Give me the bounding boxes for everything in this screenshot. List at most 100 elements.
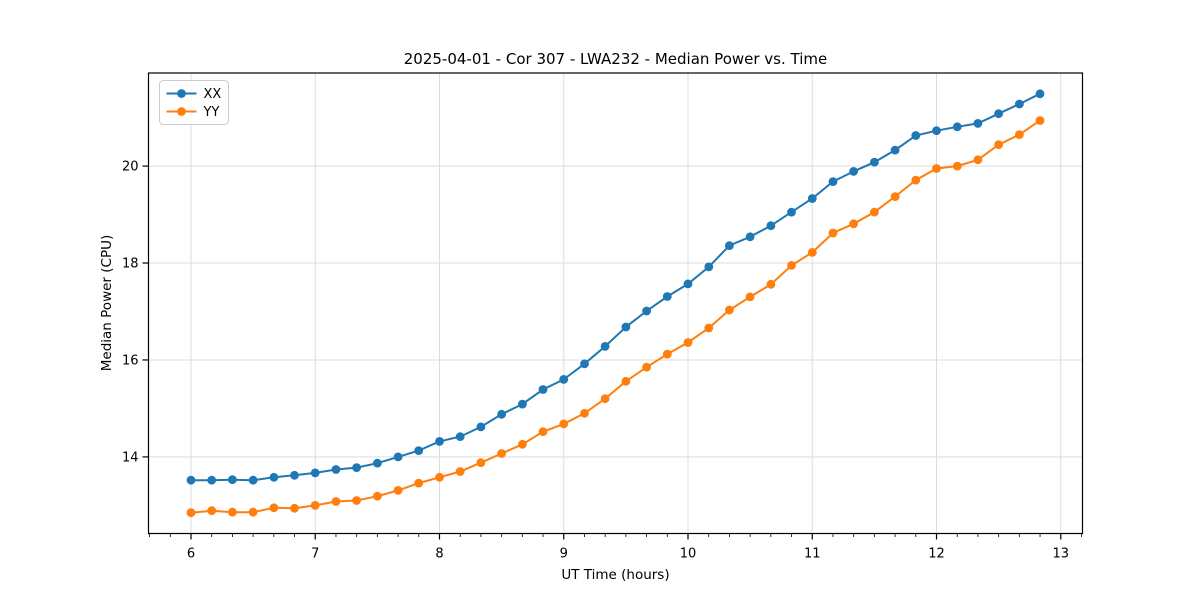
tick-label-layer: 6 7 8 9 10 11 12 13 14 16 18 20 — [122, 160, 1069, 562]
data-point-yy — [994, 140, 1003, 150]
data-point-xx — [269, 472, 279, 482]
grid-layer — [148, 73, 1083, 534]
legend-box — [159, 80, 229, 125]
data-point-yy — [725, 305, 734, 315]
data-point-xx — [828, 177, 838, 187]
data-point-yy — [683, 338, 693, 347]
data-point-xx — [207, 475, 217, 485]
data-point-xx — [911, 131, 921, 140]
data-point-xx — [932, 126, 941, 136]
data-point-yy — [538, 427, 548, 437]
data-point-yy — [393, 486, 403, 495]
y-tick-label: 20 — [122, 160, 139, 175]
data-point-yy — [290, 503, 299, 513]
x-tick-label: 10 — [680, 547, 697, 562]
data-point-xx — [455, 432, 465, 441]
data-point-yy — [186, 508, 196, 518]
data-point-yy — [807, 248, 817, 257]
data-point-xx — [435, 437, 444, 446]
x-tick-label: 12 — [928, 547, 945, 562]
data-point-xx — [1035, 89, 1045, 99]
data-point-yy — [1035, 116, 1045, 125]
data-point-xx — [642, 306, 651, 316]
data-point-yy — [559, 419, 569, 429]
data-point-xx — [559, 375, 569, 384]
tick-layer — [142, 165, 1082, 540]
data-point-xx — [952, 122, 962, 132]
x-tick-label: 6 — [187, 547, 195, 562]
data-point-xx — [662, 292, 672, 301]
data-point-xx — [476, 422, 486, 432]
data-point-yy — [849, 219, 858, 229]
data-point-yy — [932, 164, 941, 173]
legend-marker-xx — [177, 89, 186, 98]
data-point-yy — [911, 175, 921, 185]
data-point-yy — [973, 155, 983, 165]
data-point-yy — [621, 376, 631, 386]
legend-label-xx: XX — [204, 87, 222, 102]
y-tick-label: 18 — [122, 257, 139, 272]
data-point-yy — [787, 261, 796, 270]
data-point-yy — [310, 501, 320, 510]
chart-title: 2025-04-01 - Cor 307 - LWA232 - Median P… — [404, 50, 828, 68]
data-point-xx — [393, 452, 403, 462]
data-point-xx — [414, 446, 424, 455]
data-point-yy — [828, 228, 838, 238]
data-point-xx — [683, 279, 693, 289]
data-point-yy — [1015, 130, 1024, 140]
data-point-yy — [704, 323, 714, 333]
data-point-xx — [621, 322, 631, 332]
plot-border — [147, 72, 1084, 535]
data-point-yy — [331, 497, 341, 506]
data-point-xx — [373, 458, 382, 468]
y-tick-label: 16 — [122, 353, 139, 368]
series-layer — [186, 89, 1045, 518]
x-tick-label: 13 — [1052, 547, 1069, 562]
data-point-xx — [890, 145, 900, 155]
data-point-yy — [414, 478, 424, 488]
data-point-yy — [248, 507, 258, 517]
x-tick-label: 11 — [804, 547, 821, 562]
data-point-xx — [870, 157, 879, 167]
series-line-xx — [191, 92, 1041, 482]
data-point-yy — [373, 491, 382, 501]
data-point-xx — [518, 399, 527, 409]
data-point-yy — [269, 503, 279, 513]
data-point-yy — [890, 192, 900, 202]
data-point-xx — [290, 470, 299, 480]
data-point-yy — [476, 458, 486, 468]
data-point-yy — [352, 496, 361, 505]
data-point-yy — [497, 449, 506, 458]
data-point-xx — [352, 463, 361, 472]
data-point-xx — [538, 385, 548, 394]
data-point-xx — [331, 465, 341, 474]
data-point-xx — [787, 207, 796, 217]
data-point-yy — [870, 207, 879, 217]
x-tick-label: 7 — [311, 547, 319, 562]
legend-marker-yy — [177, 107, 186, 116]
data-point-yy — [518, 439, 527, 449]
data-point-yy — [435, 472, 444, 482]
data-point-xx — [807, 194, 817, 203]
data-point-xx — [600, 342, 610, 351]
data-point-xx — [725, 241, 734, 251]
data-point-yy — [228, 507, 237, 517]
y-axis-label: Median Power (CPU) — [99, 235, 115, 371]
data-point-xx — [1015, 99, 1024, 109]
data-point-xx — [973, 119, 983, 128]
data-point-yy — [745, 292, 755, 302]
data-point-yy — [642, 362, 651, 372]
data-point-xx — [994, 109, 1003, 119]
y-tick-label: 14 — [122, 450, 139, 465]
x-tick-label: 9 — [560, 547, 568, 562]
data-point-yy — [455, 467, 465, 476]
data-point-yy — [580, 408, 589, 418]
data-point-xx — [745, 232, 755, 242]
x-axis-label: UT Time (hours) — [561, 567, 669, 583]
data-point-yy — [766, 279, 776, 289]
x-tick-label: 8 — [435, 547, 443, 562]
data-point-yy — [662, 349, 672, 359]
data-point-xx — [310, 468, 320, 478]
